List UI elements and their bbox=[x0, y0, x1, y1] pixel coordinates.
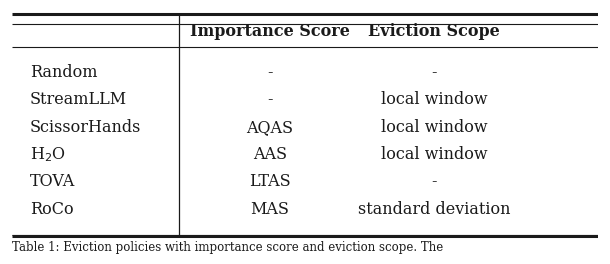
Text: Importance Score: Importance Score bbox=[190, 23, 350, 40]
Text: MAS: MAS bbox=[251, 201, 289, 218]
Text: Table 1: Eviction policies with importance score and eviction scope. The: Table 1: Eviction policies with importan… bbox=[12, 241, 443, 254]
Text: -: - bbox=[431, 64, 437, 81]
Text: RoCo: RoCo bbox=[30, 201, 73, 218]
Text: standard deviation: standard deviation bbox=[357, 201, 510, 218]
Text: TOVA: TOVA bbox=[30, 173, 75, 190]
Text: local window: local window bbox=[381, 91, 487, 108]
Text: H$_2$O: H$_2$O bbox=[30, 145, 66, 164]
Text: -: - bbox=[267, 91, 273, 108]
Text: local window: local window bbox=[381, 119, 487, 136]
Text: -: - bbox=[431, 173, 437, 190]
Text: local window: local window bbox=[381, 146, 487, 163]
Text: Random: Random bbox=[30, 64, 97, 81]
Text: StreamLLM: StreamLLM bbox=[30, 91, 127, 108]
Text: AAS: AAS bbox=[253, 146, 287, 163]
Text: ScissorHands: ScissorHands bbox=[30, 119, 141, 136]
Text: -: - bbox=[267, 64, 273, 81]
Text: LTAS: LTAS bbox=[249, 173, 291, 190]
Text: AQAS: AQAS bbox=[246, 119, 293, 136]
Text: Eviction Scope: Eviction Scope bbox=[368, 23, 500, 40]
